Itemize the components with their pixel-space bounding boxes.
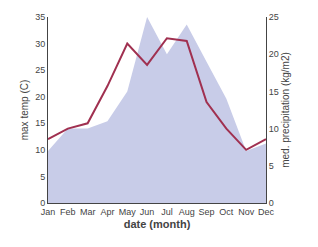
svg-text:May: May — [119, 207, 137, 217]
svg-text:5: 5 — [269, 161, 274, 171]
svg-text:30: 30 — [35, 39, 45, 49]
svg-text:0: 0 — [269, 198, 274, 208]
svg-text:15: 15 — [269, 87, 279, 97]
svg-text:25: 25 — [35, 65, 45, 75]
svg-text:35: 35 — [35, 12, 45, 22]
svg-text:Nov: Nov — [238, 207, 255, 217]
svg-text:20: 20 — [35, 92, 45, 102]
svg-text:Apr: Apr — [100, 207, 114, 217]
svg-text:Oct: Oct — [219, 207, 234, 217]
svg-text:Jun: Jun — [140, 207, 155, 217]
svg-text:Dec: Dec — [258, 207, 275, 217]
svg-text:Mar: Mar — [80, 207, 96, 217]
svg-text:date (month): date (month) — [124, 218, 191, 230]
svg-text:med. precipitation (kg/m2): med. precipitation (kg/m2) — [280, 52, 291, 168]
svg-text:Jul: Jul — [161, 207, 173, 217]
svg-text:10: 10 — [35, 145, 45, 155]
svg-text:15: 15 — [35, 118, 45, 128]
svg-text:20: 20 — [269, 49, 279, 59]
svg-text:0: 0 — [40, 198, 45, 208]
svg-text:Feb: Feb — [60, 207, 76, 217]
svg-text:max temp (C): max temp (C) — [19, 80, 30, 141]
svg-text:10: 10 — [269, 124, 279, 134]
svg-text:5: 5 — [40, 172, 45, 182]
svg-text:25: 25 — [269, 12, 279, 22]
svg-text:Jan: Jan — [41, 207, 56, 217]
svg-text:Sep: Sep — [199, 207, 215, 217]
svg-text:Aug: Aug — [179, 207, 195, 217]
